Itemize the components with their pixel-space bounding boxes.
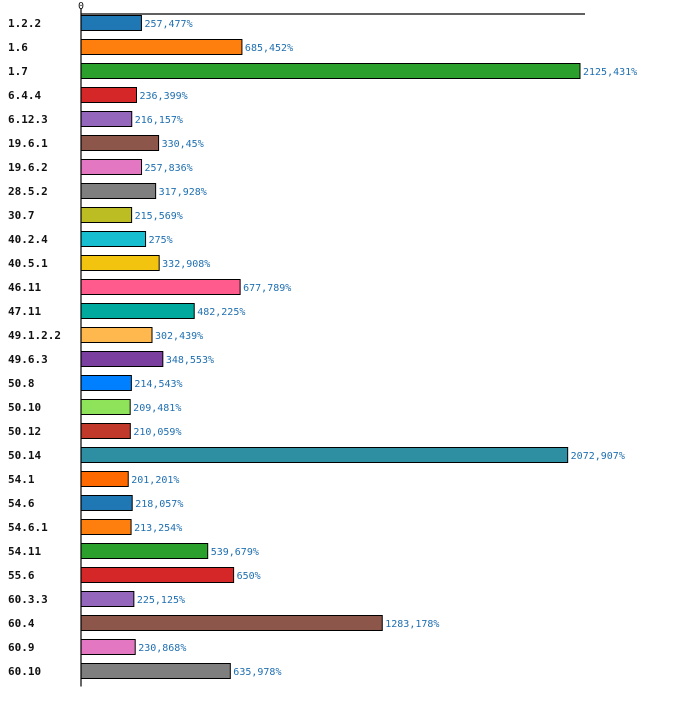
bar-54-6 [80, 495, 133, 511]
bar-1-2-2 [80, 15, 142, 31]
category-label: 49.6.3 [8, 353, 48, 366]
category-label: 19.6.2 [8, 161, 48, 174]
bar-60-10 [80, 663, 231, 679]
category-label: 1.6 [8, 41, 28, 54]
bar-6-4-4 [80, 87, 138, 103]
value-label: 677,789% [243, 283, 291, 294]
value-labels-group: 257,477% 685,452% 2125,431% 236,399% 216,157… [131, 19, 637, 678]
category-label: 60.9 [8, 641, 35, 654]
value-label: 215,569% [135, 211, 183, 222]
category-label: 54.6 [8, 497, 35, 510]
category-label: 60.3.3 [8, 593, 48, 606]
bar-50-8 [80, 375, 132, 391]
bar-60-9 [80, 639, 136, 655]
value-label: 317,928% [159, 187, 207, 198]
value-label: 218,057% [135, 499, 183, 510]
value-label: 330,45% [162, 139, 204, 150]
bar-46-11 [80, 279, 241, 295]
category-label: 19.6.1 [8, 137, 48, 150]
bar-55-6 [80, 567, 235, 583]
bar-54-11 [80, 543, 209, 559]
value-label: 539,679% [211, 547, 259, 558]
bar-50-12 [80, 423, 131, 439]
value-label: 302,439% [155, 331, 203, 342]
category-label: 40.5.1 [8, 257, 48, 270]
value-label: 2125,431% [583, 67, 637, 78]
bar-40-5-1 [80, 255, 160, 271]
bar-50-14 [80, 447, 569, 463]
value-label: 685,452% [245, 43, 293, 54]
bar-19-6-1 [80, 135, 160, 151]
bar-40-2-4 [80, 231, 147, 247]
value-label: 348,553% [166, 355, 214, 366]
value-label: 635,978% [233, 667, 281, 678]
category-label: 40.2.4 [8, 233, 48, 246]
value-label: 209,481% [133, 403, 181, 414]
value-label: 257,836% [145, 163, 193, 174]
category-label: 1.2.2 [8, 17, 41, 30]
value-label: 2072,907% [571, 451, 625, 462]
bar-60-4 [80, 615, 383, 631]
category-label: 54.11 [8, 545, 41, 558]
bar-54-1 [80, 471, 129, 487]
category-label: 50.8 [8, 377, 35, 390]
value-label: 214,543% [134, 379, 182, 390]
value-label: 482,225% [197, 307, 245, 318]
category-label: 47.11 [8, 305, 41, 318]
bar-19-6-2 [80, 159, 143, 175]
bar-54-6-1 [80, 519, 132, 535]
bar-6-12-3 [80, 111, 133, 127]
value-label: 257,477% [144, 19, 192, 30]
value-label: 332,908% [162, 259, 210, 270]
value-label: 236,399% [140, 91, 188, 102]
category-label: 50.12 [8, 425, 41, 438]
value-label: 201,201% [131, 475, 179, 486]
bar-30-7 [80, 207, 133, 223]
x-tick-label: 0 [78, 1, 84, 12]
category-label: 46.11 [8, 281, 41, 294]
category-label: 50.14 [8, 449, 41, 462]
category-label: 6.12.3 [8, 113, 48, 126]
category-labels-group: 1.2.2 1.6 1.7 6.4.4 6.12.3 19.6.1 19.6.2 28.5.2… [8, 17, 61, 678]
value-label: 210,059% [133, 427, 181, 438]
bar-28-5-2 [80, 183, 157, 199]
bar-1-6 [80, 39, 243, 55]
value-label: 213,254% [134, 523, 182, 534]
category-label: 49.1.2.2 [8, 329, 61, 342]
value-label: 216,157% [135, 115, 183, 126]
value-label: 275% [149, 235, 173, 246]
category-label: 60.4 [8, 617, 35, 630]
bar-49-1-2-2 [80, 327, 153, 343]
category-label: 54.1 [8, 473, 35, 486]
category-label: 28.5.2 [8, 185, 48, 198]
value-label: 230,868% [138, 643, 186, 654]
category-label: 1.7 [8, 65, 28, 78]
bar-49-6-3 [80, 351, 164, 367]
bar-47-11 [80, 303, 195, 319]
category-label: 50.10 [8, 401, 41, 414]
value-label: 225,125% [137, 595, 185, 606]
value-label: 1283,178% [385, 619, 439, 630]
bar-50-10 [80, 399, 131, 415]
category-label: 30.7 [8, 209, 35, 222]
category-label: 60.10 [8, 665, 41, 678]
category-label: 55.6 [8, 569, 35, 582]
value-label: 650% [237, 571, 261, 582]
bar-1-7 [80, 63, 581, 79]
category-label: 6.4.4 [8, 89, 41, 102]
category-label: 54.6.1 [8, 521, 48, 534]
bar-60-3-3 [80, 591, 135, 607]
